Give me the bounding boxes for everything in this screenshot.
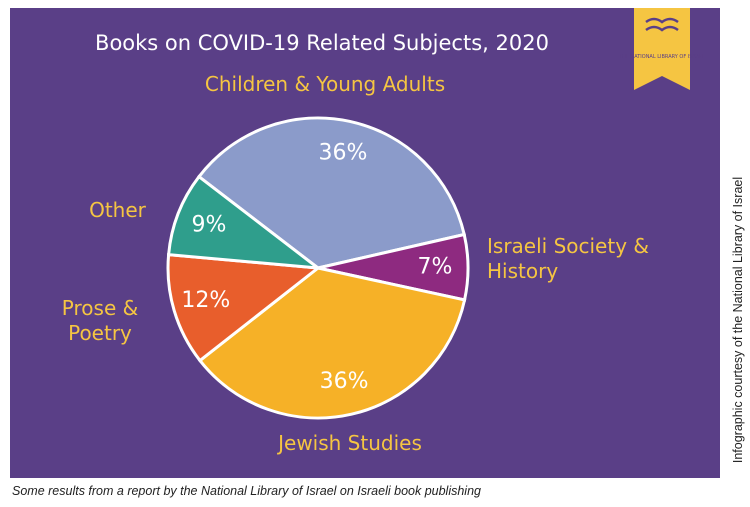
pie-slice — [166, 253, 322, 363]
logo-text: THE NATIONAL LIBRARY OF ISRAEL — [618, 54, 705, 60]
value-label: 36% — [320, 369, 369, 394]
pie-slice — [197, 266, 467, 420]
chart-title: Books on COVID-19 Related Subjects, 2020 — [95, 31, 549, 55]
value-label: 9% — [192, 212, 227, 237]
category-label: Children & Young Adults — [204, 72, 446, 96]
value-label: 7% — [418, 254, 453, 279]
value-label: 12% — [181, 288, 230, 313]
category-label: Israeli Society & History — [487, 234, 649, 283]
logo-icon — [645, 17, 679, 32]
caption: Some results from a report by the Nation… — [12, 484, 481, 498]
pie: 36% 7% 36% 12% 9% — [166, 116, 470, 420]
pie-slice — [196, 116, 467, 270]
value-label: 36% — [318, 141, 367, 166]
category-label: Jewish Studies — [278, 431, 422, 455]
category-label: Prose & Poetry — [61, 296, 139, 345]
credit: Infographic courtesy of the National Lib… — [731, 176, 745, 464]
category-label: Other — [89, 198, 146, 222]
pie-slice — [166, 174, 324, 270]
